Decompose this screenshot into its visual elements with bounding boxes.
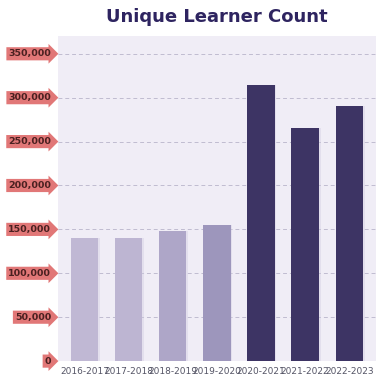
Text: 150,000: 150,000	[8, 225, 51, 234]
Title: Unique Learner Count: Unique Learner Count	[106, 8, 328, 26]
Text: 300,000: 300,000	[8, 93, 51, 102]
Bar	[203, 225, 230, 361]
Bar	[115, 238, 142, 361]
Text: 250,000: 250,000	[8, 137, 51, 146]
Bar	[293, 128, 321, 361]
Bar	[336, 106, 363, 361]
Bar	[247, 84, 275, 361]
Bar	[249, 84, 276, 361]
Bar	[159, 231, 187, 361]
Text: 350,000: 350,000	[8, 49, 51, 58]
Bar	[161, 231, 188, 361]
Text: 50,000: 50,000	[15, 313, 51, 322]
Text: 0: 0	[45, 357, 51, 366]
Bar	[291, 128, 319, 361]
Bar	[205, 225, 232, 361]
Text: 100,000: 100,000	[8, 269, 51, 278]
Bar	[337, 106, 365, 361]
Text: 200,000: 200,000	[8, 181, 51, 190]
Bar	[71, 238, 98, 361]
Bar	[73, 238, 100, 361]
Bar	[117, 238, 144, 361]
